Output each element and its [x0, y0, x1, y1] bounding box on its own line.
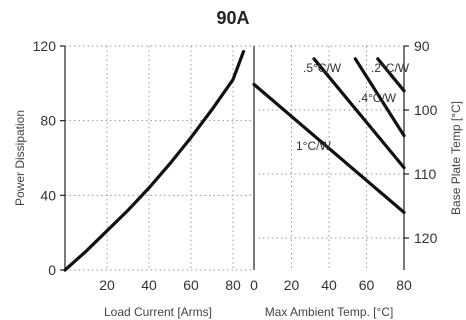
thermal-resistance-line-2: [312, 57, 406, 170]
left-y-tick-label: 80: [40, 113, 56, 129]
right-x-label: Max Ambient Temp. [°C]: [265, 305, 394, 319]
power-dissipation-curve: [63, 49, 246, 272]
right-grid: [254, 45, 404, 270]
thermal-resistance-line-1: [252, 82, 406, 214]
left-x-tick-label: 20: [99, 277, 115, 293]
right-x-tick-label: 80: [396, 277, 412, 293]
right-x-tick-label: 60: [359, 277, 375, 293]
right-plot: 90 100 110 120 0 20 40 60 80 1°C/W .5°C/W .4°C/…: [250, 38, 463, 319]
left-y-tick-label: 120: [33, 38, 57, 54]
left-series: [63, 49, 246, 272]
right-x-tick-label: 0: [250, 277, 258, 293]
left-y-label: Power Dissipation: [13, 110, 27, 206]
right-series: [252, 57, 406, 214]
right-x-tick-label: 40: [321, 277, 337, 293]
right-x-ticks: 0 20 40 60 80: [250, 277, 412, 293]
left-y-tick-label: 0: [48, 262, 56, 278]
left-y-ticks: 0 40 80 120: [33, 38, 65, 278]
right-y-ticks: 90 100 110 120: [404, 38, 438, 246]
right-x-tick-label: 20: [284, 277, 300, 293]
right-y-tick-label: 90: [414, 38, 430, 54]
chart-title: 90A: [216, 8, 249, 28]
left-y-tick-label: 40: [40, 187, 56, 203]
curve-label-04cw: .4°C/W: [358, 91, 397, 105]
thermal-resistance-line-3: [353, 57, 406, 138]
right-y-tick-label: 120: [414, 230, 438, 246]
left-x-tick-label: 80: [225, 277, 241, 293]
left-x-tick-label: 60: [183, 277, 199, 293]
thermal-resistance-line-4: [376, 57, 406, 93]
right-y-label: Base Plate Temp [°C]: [449, 101, 463, 215]
left-x-ticks: 20 40 60 80: [99, 277, 241, 293]
left-plot: 0 40 80 120 20 40 60 80 Load Current [Arms] Po…: [13, 38, 254, 319]
right-y-tick-label: 110: [414, 166, 437, 182]
right-y-tick-label: 100: [414, 102, 438, 118]
curve-label-1cw: 1°C/W: [296, 139, 331, 153]
curve-label-02cw: .2°C/W: [371, 61, 410, 75]
left-x-tick-label: 40: [141, 277, 157, 293]
left-x-label: Load Current [Arms]: [104, 305, 212, 319]
curve-label-05cw: .5°C/W: [303, 61, 342, 75]
left-grid: [65, 45, 254, 271]
